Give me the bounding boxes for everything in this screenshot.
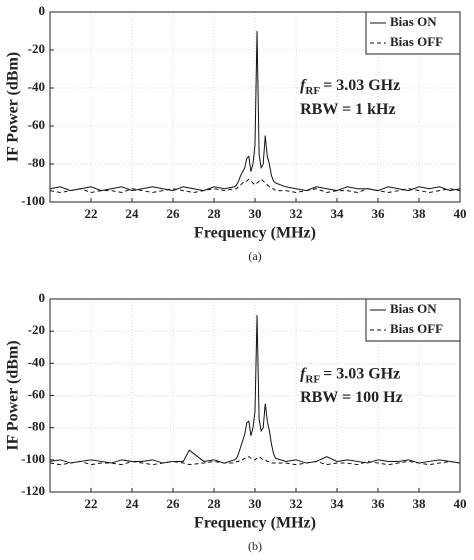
x-axis-title: Frequency (MHz) (194, 515, 316, 532)
y-tick-label: -100 (21, 193, 45, 208)
annotation-subscript: RF (305, 373, 320, 385)
x-tick-label: 24 (126, 496, 140, 511)
annotation-subscript: RF (305, 85, 320, 97)
y-tick-label: -80 (28, 155, 45, 170)
annotation-symbol: f (300, 365, 307, 382)
annotation-text: = 3.03 GHz (323, 77, 400, 94)
y-tick-label: -80 (28, 419, 45, 434)
x-tick-label: 26 (167, 496, 181, 511)
x-tick-label: 40 (454, 206, 467, 221)
annotation: fRF = 3.03 GHz (300, 77, 400, 97)
legend-label: Bias OFF (390, 34, 443, 49)
plot-frame (49, 298, 461, 493)
x-tick-label: 30 (249, 496, 262, 511)
legend-box (365, 11, 461, 55)
series-line (49, 178, 461, 194)
annotation: RBW = 1 kHz (300, 101, 396, 118)
x-tick-label: 38 (413, 206, 427, 221)
caption: (b) (248, 539, 262, 553)
y-tick-label: -60 (28, 386, 45, 401)
x-tick-label: 40 (454, 496, 467, 511)
x-tick-label: 34 (331, 496, 345, 511)
y-axis-title: IF Power (dBm) (5, 52, 22, 162)
x-tick-label: 22 (85, 496, 98, 511)
legend-label: Bias OFF (390, 321, 443, 336)
x-tick-label: 26 (167, 206, 181, 221)
legend-box (365, 298, 461, 342)
y-tick-label: 0 (39, 290, 46, 305)
y-tick-label: -40 (28, 79, 45, 94)
y-axis-title: IF Power (dBm) (5, 340, 22, 450)
y-tick-label: -20 (28, 322, 45, 337)
legend-label: Bias ON (390, 14, 437, 29)
y-tick-label: -120 (21, 483, 45, 498)
y-tick-label: -60 (28, 117, 45, 132)
series-line (49, 30, 461, 192)
x-tick-label: 32 (290, 496, 303, 511)
x-tick-label: 28 (208, 496, 222, 511)
series-line (49, 455, 461, 466)
x-tick-label: 36 (372, 206, 386, 221)
caption: (a) (248, 249, 261, 263)
x-tick-label: 32 (290, 206, 303, 221)
x-tick-label: 22 (85, 206, 98, 221)
x-tick-label: 28 (208, 206, 222, 221)
y-tick-label: 0 (39, 3, 46, 18)
y-tick-label: -20 (28, 41, 45, 56)
x-tick-label: 24 (126, 206, 140, 221)
y-tick-label: -100 (21, 451, 45, 466)
x-tick-label: 38 (413, 496, 427, 511)
annotation: RBW = 100 Hz (300, 389, 403, 406)
x-tick-label: 34 (331, 206, 345, 221)
y-tick-label: -40 (28, 354, 45, 369)
x-tick-label: 30 (249, 206, 262, 221)
annotation: fRF = 3.03 GHz (300, 365, 400, 385)
annotation-symbol: f (300, 77, 307, 94)
plot-frame (49, 11, 461, 203)
legend-label: Bias ON (390, 301, 437, 316)
x-tick-label: 36 (372, 496, 386, 511)
annotation-text: = 3.03 GHz (323, 365, 400, 382)
x-axis-title: Frequency (MHz) (194, 225, 316, 242)
